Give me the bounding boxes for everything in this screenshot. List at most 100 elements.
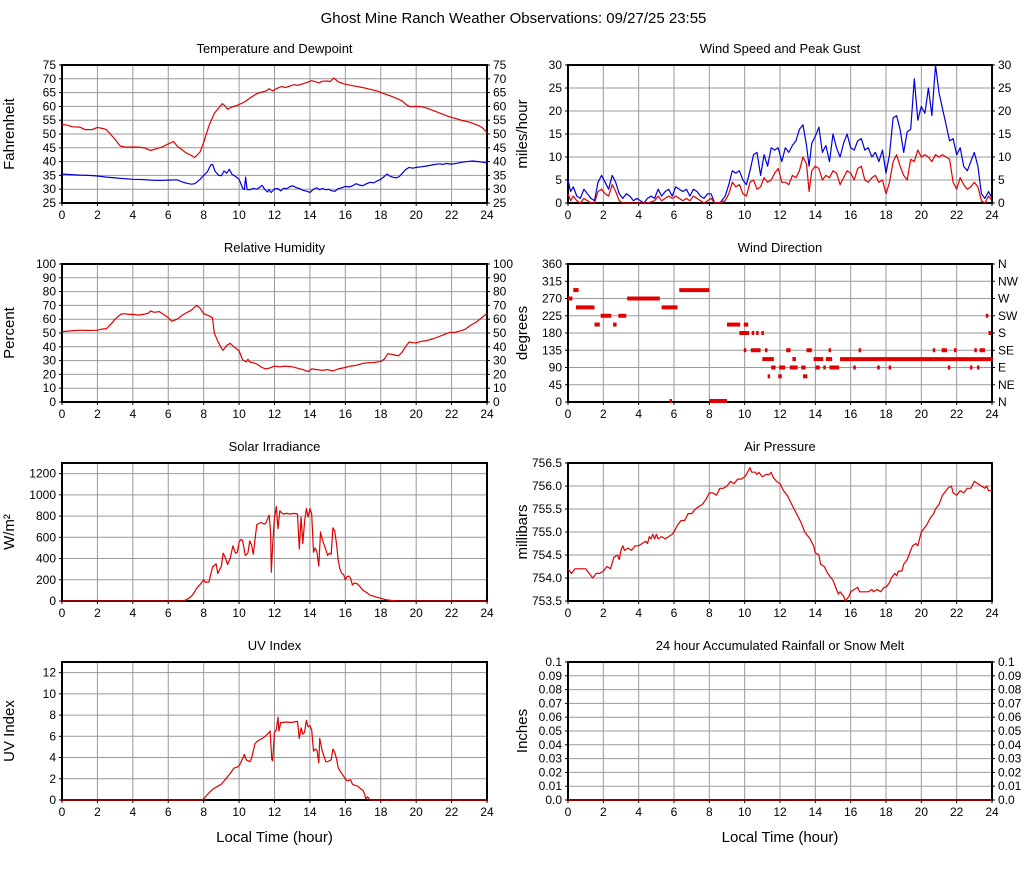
y-tick-label: 600 [36, 530, 56, 544]
x-tick-label: 4 [635, 606, 642, 620]
plot-border [61, 661, 488, 801]
compass-label: NE [998, 378, 1015, 392]
x-tick-label: 0 [565, 208, 572, 222]
x-tick-label: 10 [738, 407, 752, 421]
chart-title: UV Index [247, 638, 302, 653]
y-tick-label: 0.09 [539, 669, 563, 683]
x-tick-label: 4 [129, 208, 136, 222]
chart-title: Relative Humidity [223, 240, 326, 255]
x-tick-label: 12 [773, 805, 787, 819]
y-tick-label: 40 [43, 340, 57, 354]
y-tick-label-right: 5 [998, 173, 1005, 187]
y-axis-label: millibars [514, 504, 531, 559]
x-tick-label: 12 [268, 606, 282, 620]
x-tick-label: 14 [809, 606, 823, 620]
y-tick-label-right: 75 [493, 58, 507, 72]
page-title: Ghost Mine Ranch Weather Observations: 0… [320, 10, 707, 27]
y-tick-label: 15 [549, 127, 563, 141]
chart-title: Air Pressure [744, 439, 816, 454]
y-tick-label-right: 0.1 [998, 655, 1015, 669]
x-tick-label: 14 [809, 208, 823, 222]
y-tick-label: 1200 [29, 467, 56, 481]
x-tick-label: 24 [480, 208, 494, 222]
y-tick-label: 360 [542, 257, 562, 271]
x-tick-label: 24 [480, 407, 494, 421]
y-tick-label-right: 55 [493, 113, 507, 127]
y-axis-label: Percent [1, 306, 18, 359]
x-tick-label: 2 [94, 208, 101, 222]
y-axis-label: Fahrenheit [1, 97, 18, 170]
y-tick-label: 753.5 [532, 594, 562, 608]
y-tick-label-right: 30 [493, 354, 507, 368]
y-tick-label: 1000 [29, 488, 56, 502]
y-tick-label: 60 [43, 99, 57, 113]
y-tick-label: 90 [549, 361, 563, 375]
y-tick-label: 50 [43, 326, 57, 340]
plot-border [567, 263, 993, 403]
x-tick-label: 10 [232, 407, 246, 421]
y-tick-label: 400 [36, 552, 56, 566]
y-tick-label-right: 0.06 [998, 710, 1022, 724]
solar-irradiance-plot: 0 200 400 600 800 1000 1200 0 2 4 6 8 10 12 14 16 18 20 22… [0, 455, 513, 625]
y-tick-label: 6 [49, 729, 56, 743]
x-tick-label: 22 [950, 805, 964, 819]
y-tick-label: 755.0 [532, 525, 562, 539]
x-tick-label: 20 [409, 805, 423, 819]
plot-border [61, 462, 488, 602]
y-tick-label: 30 [43, 182, 57, 196]
chart-title: Wind Speed and Peak Gust [699, 41, 861, 56]
rainfall-plot: 0.0 0.01 0.02 0.03 0.04 0.05 0.06 0.07 0.08 0.09 0… [513, 654, 1027, 848]
x-tick-label: 16 [844, 606, 858, 620]
chart-relative-humidity: Relative Humidity 0 10 20 30 40 50 60 70 80 90 100… [0, 239, 513, 426]
x-tick-label: 24 [985, 805, 999, 819]
x-tick-label: 8 [706, 208, 713, 222]
y-tick-label-right: 100 [493, 257, 513, 271]
x-tick-label: 0 [565, 805, 572, 819]
x-tick-label: 18 [374, 407, 388, 421]
chart-air-pressure: Air Pressure 753.5 754.0 754.5 755.0 755.5 75… [513, 438, 1027, 625]
x-tick-label: 22 [445, 805, 459, 819]
y-axis-label: degrees [514, 306, 531, 360]
uv-index-plot: 0 2 4 6 8 10 12 0 2 4 6 8 10 12 14 16 18 20 22 24 UV Index Lo… [0, 654, 513, 848]
x-tick-label: 0 [565, 407, 572, 421]
y-tick-label-right: 65 [493, 86, 507, 100]
y-tick-label: 754.5 [532, 548, 562, 562]
y-tick-label: 10 [43, 381, 57, 395]
y-tick-label: 75 [43, 58, 57, 72]
series-temperature [61, 77, 488, 159]
chart-rainfall: 24 hour Accumulated Rainfall or Snow Mel… [513, 637, 1027, 848]
x-tick-label: 20 [915, 407, 929, 421]
x-tick-label: 12 [773, 208, 787, 222]
y-tick-label: 0 [49, 395, 56, 409]
chart-temperature-dewpoint: Temperature and Dewpoint 25 30 35 40 45 50 55 6… [0, 40, 513, 227]
y-tick-label: 0.0 [545, 793, 562, 807]
x-tick-label: 18 [374, 805, 388, 819]
x-tick-label: 14 [303, 805, 317, 819]
y-tick-label-right: 0.08 [998, 683, 1022, 697]
y-tick-label: 200 [36, 573, 56, 587]
x-tick-label: 22 [950, 208, 964, 222]
y-tick-label-right: 70 [493, 298, 507, 312]
x-tick-label: 24 [985, 407, 999, 421]
x-tick-label: 20 [915, 208, 929, 222]
y-tick-label-right: 0 [493, 395, 500, 409]
plot-border [567, 462, 993, 602]
x-tick-label: 16 [339, 805, 353, 819]
y-tick-label-right: 15 [998, 127, 1012, 141]
y-tick-label: 65 [43, 86, 57, 100]
chart-wind-speed-gust: Wind Speed and Peak Gust 0 5 10 15 20 25 30 0 5 1… [513, 40, 1027, 227]
y-tick-label: 0 [555, 196, 562, 210]
chart-uv-index: UV Index 0 2 4 6 8 10 12 0 2 4 6 8 10 12 14 16 18 20 22 24 U… [0, 637, 513, 848]
y-tick-label-right: 0.02 [998, 765, 1022, 779]
series-solar-irradiance [62, 505, 487, 602]
series-wind-speed [567, 149, 993, 204]
x-tick-label: 18 [879, 407, 893, 421]
x-tick-label: 18 [879, 805, 893, 819]
y-tick-label: 754.0 [532, 571, 562, 585]
x-tick-label: 0 [59, 208, 66, 222]
x-tick-label: 20 [409, 407, 423, 421]
